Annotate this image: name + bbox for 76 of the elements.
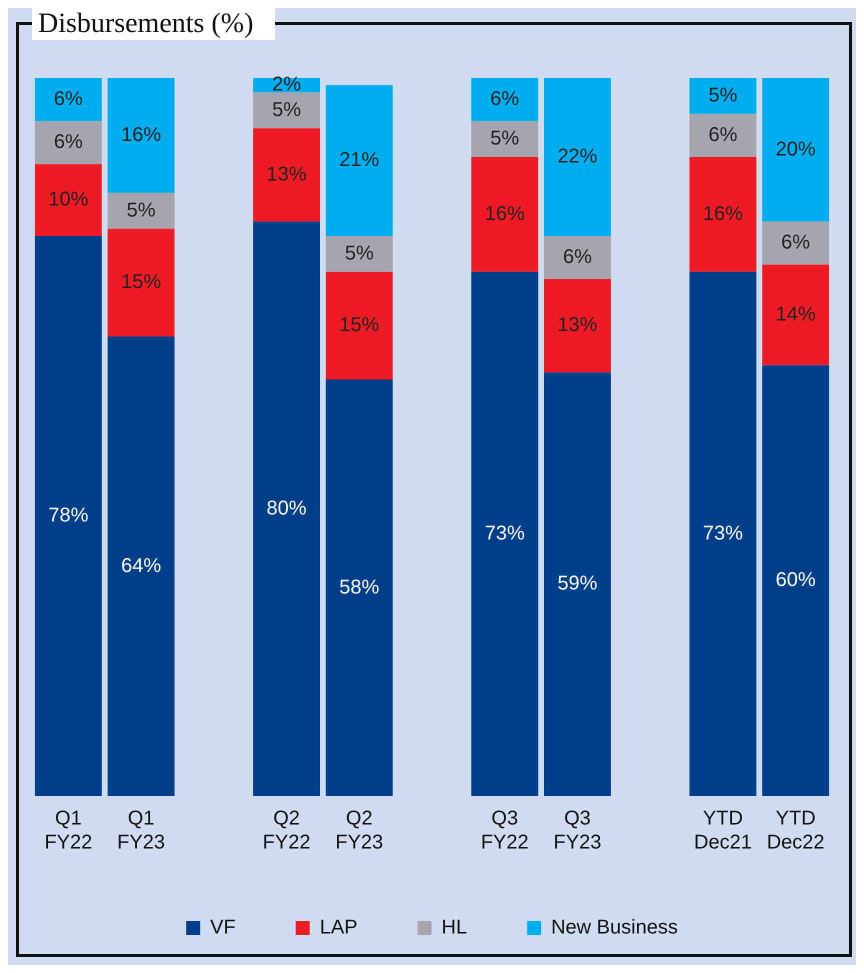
data-label: 15% [339,314,380,336]
data-label: 5% [272,98,302,121]
chart-title: Disbursements (%) [32,8,276,40]
bar [253,128,320,222]
bar [762,264,830,366]
x-tick-label: Q2 FY22 [262,808,310,854]
x-tick-label: Q1 FY23 [117,808,165,854]
data-label: 6% [54,131,84,154]
data-label: 64% [121,554,162,577]
bar [471,272,538,796]
data-label: 73% [702,522,744,544]
bar [326,272,393,380]
data-label: 22% [557,145,598,168]
x-tick-label: YTD Dec21 [694,808,752,854]
legend-label: LAP [320,916,358,939]
data-label: 6% [490,88,520,110]
bar [471,121,538,157]
bar [108,78,175,193]
data-label: 80% [266,497,307,520]
data-label: 16% [484,202,525,225]
bar [34,78,102,122]
bar [762,222,830,265]
bar [471,156,538,272]
data-label: 10% [48,188,89,211]
data-label: 6% [54,88,84,110]
data-label: 21% [339,149,380,172]
data-label: 60% [776,569,816,592]
bar [544,279,611,372]
bar [544,78,611,236]
data-label: 6% [563,246,592,268]
data-label: 13% [557,314,598,336]
legend-label: New Business [551,916,678,939]
bar [689,114,756,157]
data-label: 15% [121,271,162,294]
bar [471,78,538,122]
data-label: 5% [490,128,520,150]
bar [544,236,611,280]
x-tick-label: Q2 FY23 [335,808,384,854]
data-label: 5% [708,84,738,106]
data-label: 16% [702,202,744,225]
data-label: 78% [48,504,89,526]
bar [34,236,102,796]
bar [326,236,393,272]
data-label: 5% [126,199,156,222]
bar [34,121,102,164]
bar [326,380,393,796]
bar [253,92,320,128]
bar [108,192,175,229]
x-tick-label: Q3 FY22 [480,808,529,854]
data-label: 14% [776,303,816,326]
bar [108,228,175,336]
bar [689,78,756,114]
data-label: 5% [344,242,374,264]
bar [762,365,830,796]
bar [689,272,756,796]
data-label: 20% [776,138,816,160]
bar [326,85,393,236]
bar [762,78,830,222]
legend-label: HL [442,916,468,939]
data-label: 2% [272,74,302,96]
data-label: 16% [121,124,162,146]
bar [34,164,102,236]
bar [689,156,756,272]
data-label: 58% [339,576,380,598]
x-tick-label: YTD Dec22 [766,808,825,854]
bar [544,372,611,796]
data-label: 6% [708,124,738,146]
data-label: 73% [484,522,525,544]
x-tick-label: Q3 FY23 [554,808,602,854]
legend-label: VF [210,916,236,939]
bar [253,222,320,796]
data-label: 6% [781,232,810,254]
bar [108,336,175,796]
x-tick-label: Q1 FY22 [44,808,92,854]
data-label: 13% [266,163,307,186]
data-label: 59% [557,572,598,595]
